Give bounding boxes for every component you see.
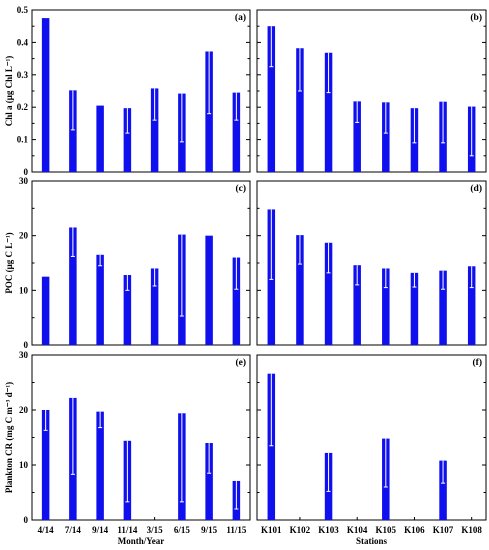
panel-e: 0 10 20 30 Plankton CR (mg C m⁻³ d⁻¹) 4/14 7/1… (4, 350, 251, 546)
y-tick-label: 0.2 (17, 102, 29, 112)
panel-label: (c) (235, 183, 246, 194)
panel-frame (31, 9, 251, 173)
bar-11/15 (232, 257, 241, 345)
bar-9/15 (205, 443, 213, 520)
x-axis-title: Month/Year (118, 536, 165, 546)
panel-label: (e) (235, 357, 246, 368)
panel-d: (d) (256, 180, 487, 346)
y-tick-label: 30 (19, 350, 29, 360)
y-axis-title: Chl a (μg Chl L⁻¹) (4, 56, 14, 127)
x-tick-label: K102 (290, 525, 311, 535)
bar-9/14 (96, 411, 104, 520)
bar-K103 (324, 52, 333, 172)
panel-frame (256, 354, 487, 521)
bar-7/14 (69, 227, 77, 345)
bar-K105 (382, 268, 390, 345)
bar-4/14 (41, 18, 50, 172)
panel-frame (31, 180, 251, 346)
bar-K105 (382, 102, 390, 172)
x-tick-label: 9/15 (201, 525, 218, 535)
bar-K104 (353, 101, 361, 172)
y-tick-label: 0.5 (17, 5, 29, 15)
x-tick-label: K108 (461, 525, 482, 535)
panel-frame (256, 180, 487, 346)
bar-9/15 (205, 235, 213, 345)
panel-label: (f) (473, 357, 483, 368)
bar-K107 (439, 460, 447, 520)
bar-11/14 (123, 275, 132, 345)
panel-c: 0 10 20 30 POC (μg C L⁻¹) (c) (4, 176, 251, 350)
x-tick-label: K107 (433, 525, 454, 535)
x-tick-label: 11/14 (117, 525, 138, 535)
bar-K101 (267, 26, 276, 173)
panel-frame (31, 354, 251, 521)
y-tick-label: 0.3 (17, 70, 29, 80)
panel-b: (b) (256, 9, 487, 173)
bar-K107 (439, 270, 447, 345)
y-tick-label: 0.4 (17, 37, 29, 47)
y-tick-label: 10 (19, 460, 29, 470)
bar-4/14 (41, 276, 50, 345)
bar-4/14 (41, 410, 50, 520)
bar-3/15 (150, 268, 159, 345)
x-tick-label: K103 (318, 525, 339, 535)
y-tick-label: 10 (19, 285, 29, 295)
panel-label: (b) (470, 12, 482, 23)
bar-3/15 (150, 88, 159, 172)
y-tick-label: 0 (24, 340, 29, 350)
panel-a: 0 0.1 0.2 0.3 0.4 0.5 Chl a (μg Chl L⁻¹) (a) (4, 5, 251, 177)
bar-K104 (353, 265, 361, 345)
bar-9/14 (96, 105, 104, 172)
bar-11/15 (232, 92, 241, 172)
y-tick-label: 0 (24, 515, 29, 525)
x-tick-label: K105 (376, 525, 397, 535)
bar-K108 (467, 266, 476, 345)
bar-K106 (410, 272, 419, 345)
y-tick-label: 20 (19, 405, 29, 415)
bar-K101 (267, 373, 276, 520)
panel-frame (256, 9, 487, 173)
y-axis-title: POC (μg C L⁻¹) (4, 232, 14, 293)
panel-label: (a) (235, 12, 246, 23)
bar-K102 (296, 48, 304, 173)
y-axis-title: Plankton CR (mg C m⁻³ d⁻¹) (4, 382, 14, 493)
x-tick-label: K106 (404, 525, 425, 535)
x-tick-label: 9/14 (92, 525, 109, 535)
y-tick-label: 20 (19, 231, 29, 241)
x-tick-label: K104 (347, 525, 368, 535)
chart-panels: 0 0.1 0.2 0.3 0.4 0.5 Chl a (μg Chl L⁻¹) (a) (b)… (4, 5, 487, 546)
y-tick-label: 30 (19, 176, 29, 186)
y-tick-label: 0 (24, 167, 29, 177)
panel-f: K101 K102 K103 K104 K105 K106 K107 K108 Stations… (256, 354, 487, 546)
bar-K103 (324, 242, 333, 345)
x-tick-label: 4/14 (38, 525, 55, 535)
bar-9/14 (96, 254, 104, 345)
x-tick-label: 11/15 (226, 525, 247, 535)
bar-7/14 (69, 90, 77, 172)
x-tick-label: 6/15 (174, 525, 191, 535)
bar-11/14 (123, 108, 132, 172)
x-tick-label: 3/15 (147, 525, 164, 535)
panel-label: (d) (470, 183, 482, 194)
y-tick-label: 0.1 (17, 135, 29, 145)
x-tick-label: K101 (261, 525, 282, 535)
bar-K102 (296, 235, 304, 345)
x-axis-title: Stations (356, 536, 388, 546)
x-tick-label: 7/14 (65, 525, 82, 535)
